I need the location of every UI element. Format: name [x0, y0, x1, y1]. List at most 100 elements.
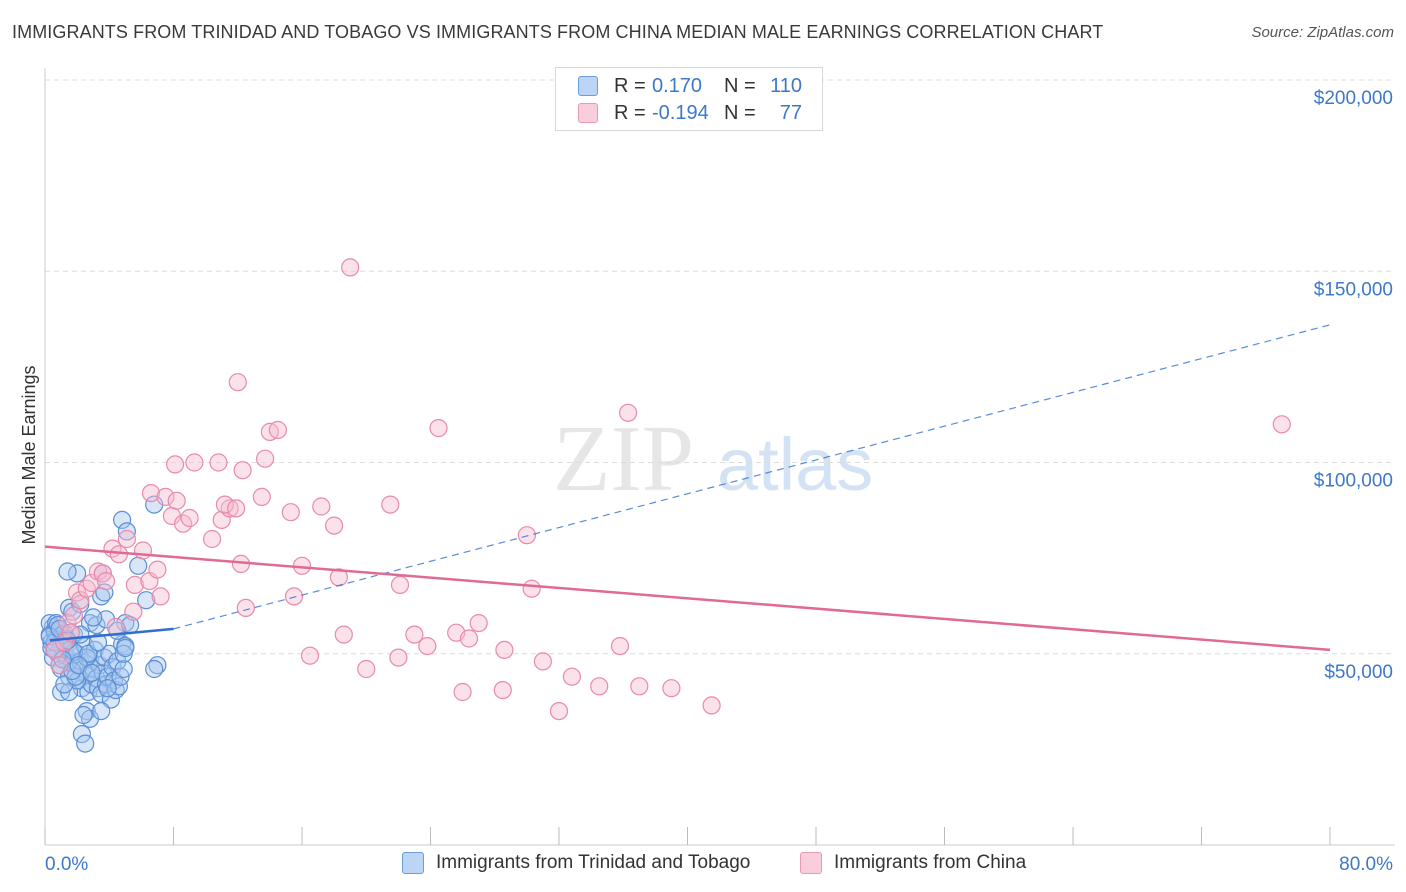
china-point: [300, 646, 320, 665]
correlation-legend: R = 0.170 N = 110 R = -0.194 N = 77: [555, 67, 823, 131]
china-point: [151, 587, 170, 606]
series-legend: Immigrants from Trinidad and Tobago Immi…: [0, 852, 1406, 878]
china-point: [252, 487, 271, 506]
legend-swatch-pink: [578, 103, 598, 123]
y-tick-label: $150,000: [1314, 279, 1393, 300]
china-point: [533, 652, 553, 671]
china-point: [459, 629, 479, 648]
legend-r-label: R =: [614, 101, 646, 124]
series-legend-trinidad: Immigrants from Trinidad and Tobago: [402, 852, 750, 874]
trinidad-point: [145, 659, 164, 679]
trinidad-point: [82, 663, 101, 683]
china-point: [236, 598, 255, 618]
china-point: [418, 636, 437, 656]
y-tick-label: $50,000: [1324, 662, 1393, 683]
china-point: [233, 461, 252, 480]
legend-n-label: N =: [724, 101, 756, 124]
legend-r-value: -0.194: [652, 101, 709, 124]
trinidad-point: [58, 562, 77, 581]
china-point: [228, 373, 247, 392]
china-point: [562, 667, 582, 686]
china-point: [166, 455, 185, 474]
china-point: [702, 696, 721, 715]
legend-n-value: 110: [770, 74, 802, 97]
china-point: [180, 508, 199, 528]
china-point: [405, 625, 424, 644]
legend-swatch-blue: [578, 76, 598, 96]
china-point: [281, 503, 300, 522]
china-point: [148, 560, 167, 579]
series-legend-label: Immigrants from Trinidad and Tobago: [436, 852, 751, 873]
trinidad-point: [137, 591, 156, 610]
trinidad-point: [108, 652, 127, 671]
china-point: [71, 591, 90, 610]
legend-n-label: N =: [724, 74, 756, 97]
chart-source: Source: ZipAtlas.com: [1251, 24, 1394, 41]
china-point: [117, 529, 137, 549]
china-point: [549, 701, 569, 721]
china-point: [357, 659, 376, 679]
y-tick-label: $200,000: [1314, 88, 1393, 109]
series-swatch-blue: [402, 852, 424, 874]
china-point: [125, 575, 144, 595]
china-point: [58, 613, 77, 633]
china-point: [124, 602, 143, 621]
trinidad-point: [72, 724, 92, 744]
trinidad-point: [116, 638, 135, 658]
china-point: [215, 495, 234, 514]
china-point: [209, 453, 228, 472]
chart-title: IMMIGRANTS FROM TRINIDAD AND TOBAGO VS I…: [12, 22, 1104, 42]
x-tick-label: 0.0%: [45, 854, 88, 875]
trinidad-point: [95, 583, 114, 602]
china-point: [334, 625, 353, 644]
china-point: [325, 516, 344, 535]
trinidad-point: [114, 659, 133, 679]
y-axis-title: Median Male Earnings: [19, 365, 39, 544]
legend-r-label: R =: [614, 74, 646, 97]
china-point: [50, 656, 69, 675]
china-point: [185, 453, 204, 472]
watermark-atlas: atlas: [717, 423, 873, 506]
trinidad-point: [88, 633, 108, 652]
trinidad-point: [129, 556, 148, 575]
china-point: [381, 495, 400, 514]
legend-row-china: R = -0.194 N = 77: [578, 100, 802, 126]
china-point: [590, 677, 609, 696]
china-point: [268, 420, 287, 440]
series-swatch-pink: [800, 852, 822, 874]
x-tick-label: 80.0%: [1339, 854, 1393, 875]
trinidad-point: [92, 701, 111, 721]
trinidad-point: [117, 522, 137, 541]
china-point: [429, 419, 448, 438]
trinidad-point: [112, 510, 132, 530]
china-trend-solid: [44, 545, 1331, 652]
trinidad-point: [71, 594, 90, 614]
china-point: [630, 677, 649, 696]
china-point: [522, 579, 541, 598]
china-point: [284, 587, 304, 606]
trinidad-trend-solid: [49, 627, 174, 642]
trinidad-point: [84, 608, 103, 627]
series-legend-china: Immigrants from China: [800, 852, 1026, 874]
legend-n-value: 77: [779, 101, 802, 124]
china-point: [517, 526, 537, 545]
watermark-zip: ZIP: [553, 407, 694, 511]
china-point: [141, 484, 161, 503]
china-point: [77, 579, 96, 598]
china-point: [610, 636, 630, 656]
china-point: [256, 449, 275, 468]
china-point: [64, 606, 84, 625]
china-point: [312, 497, 331, 516]
china-point: [1272, 415, 1291, 434]
china-point: [167, 491, 186, 510]
trinidad-point: [98, 679, 117, 698]
y-tick-label: $100,000: [1314, 471, 1393, 492]
legend-r-value: 0.170: [652, 74, 703, 97]
china-point: [227, 499, 246, 518]
trinidad-point: [74, 705, 93, 725]
china-point: [96, 571, 116, 591]
china-point: [156, 487, 175, 506]
china-point: [389, 648, 408, 667]
china-point: [662, 679, 681, 698]
